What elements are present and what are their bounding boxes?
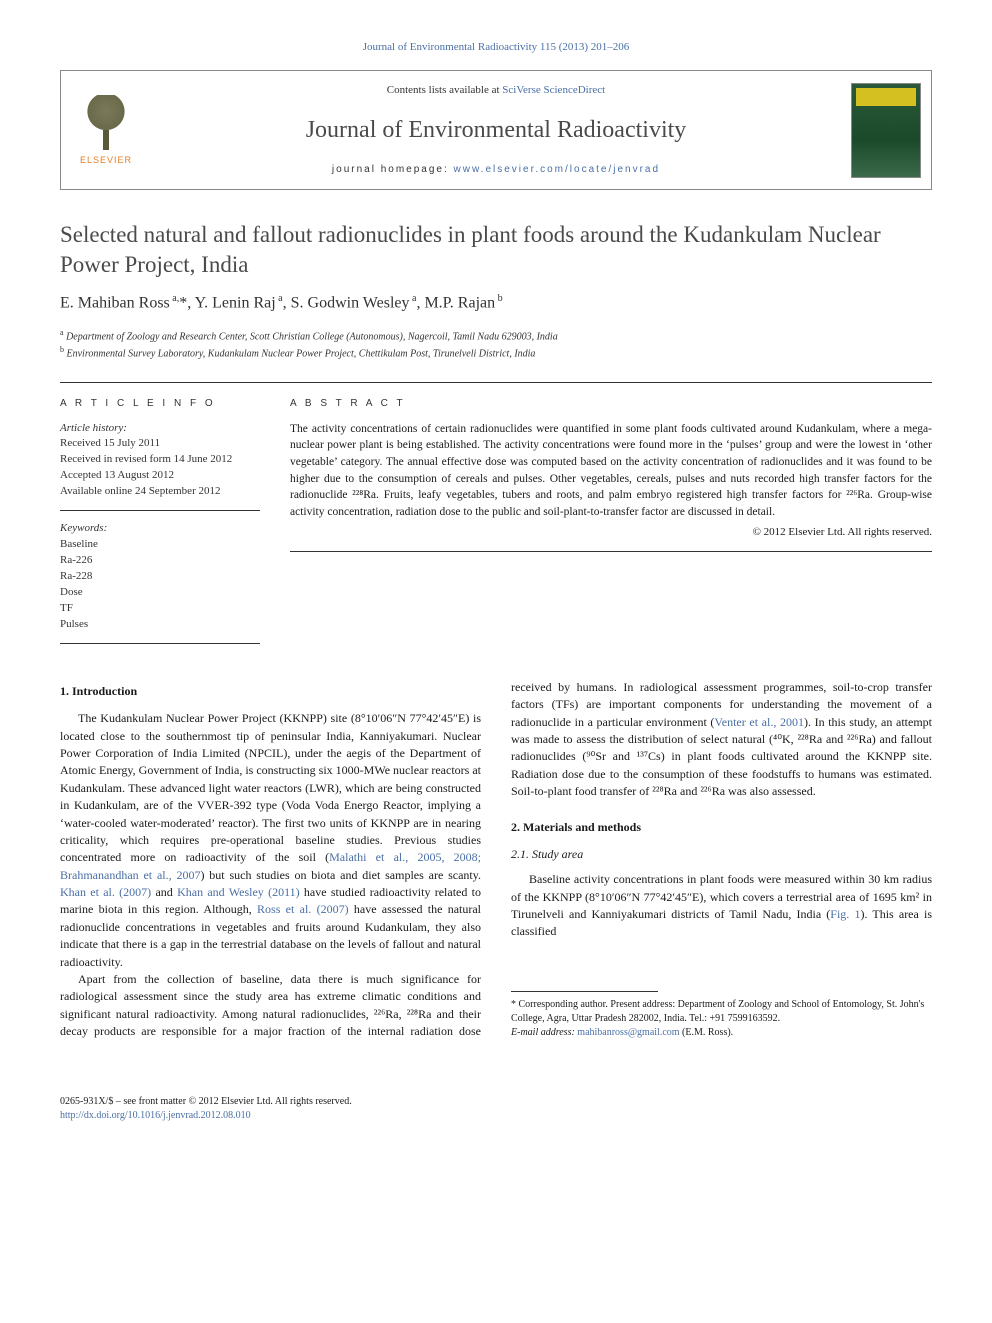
header-center: Contents lists available at SciVerse Sci… <box>151 71 841 189</box>
publisher-name: ELSEVIER <box>80 154 132 167</box>
homepage-line: journal homepage: www.elsevier.com/locat… <box>151 163 841 177</box>
keywords-label: Keywords: <box>60 521 260 537</box>
issn-copyright: 0265-931X/$ – see front matter © 2012 El… <box>60 1095 352 1109</box>
email-label: E-mail address: <box>511 1027 575 1038</box>
figure-link[interactable]: Fig. 1 <box>830 907 860 921</box>
citation-link[interactable]: Venter et al., 2001 <box>714 715 804 729</box>
abstract-text: The activity concentrations of certain r… <box>290 421 932 552</box>
abstract-copyright: © 2012 Elsevier Ltd. All rights reserved… <box>290 525 932 541</box>
online-date: Available online 24 September 2012 <box>60 484 260 500</box>
sciencedirect-link[interactable]: SciVerse ScienceDirect <box>502 84 605 96</box>
elsevier-logo: ELSEVIER <box>71 85 141 175</box>
citation-link[interactable]: Ross et al. (2007) <box>257 902 349 916</box>
affiliations: a Department of Zoology and Research Cen… <box>60 327 932 362</box>
body-columns: 1. Introduction The Kudankulam Nuclear P… <box>60 679 932 1041</box>
study-area-heading: 2.1. Study area <box>511 846 932 863</box>
email-link[interactable]: mahibanross@gmail.com <box>577 1027 679 1038</box>
journal-name: Journal of Environmental Radioactivity <box>151 114 841 148</box>
footnotes: * Corresponding author. Present address:… <box>511 998 932 1040</box>
doi-link[interactable]: http://dx.doi.org/10.1016/j.jenvrad.2012… <box>60 1110 251 1121</box>
received-date: Received 15 July 2011 <box>60 436 260 452</box>
citation-line: Journal of Environmental Radioactivity 1… <box>60 40 932 55</box>
footer-left: 0265-931X/$ – see front matter © 2012 El… <box>60 1095 352 1123</box>
keyword: TF <box>60 601 260 617</box>
history-label: Article history: <box>60 421 260 437</box>
abstract-column: A B S T R A C T The activity concentrati… <box>290 397 932 654</box>
contents-prefix: Contents lists available at <box>387 84 502 96</box>
authors-line: E. Mahiban Ross a,*, Y. Lenin Raj a, S. … <box>60 292 932 315</box>
publisher-logo-area: ELSEVIER <box>61 71 151 189</box>
intro-p1c: and <box>151 885 177 899</box>
keyword: Baseline <box>60 537 260 553</box>
accepted-date: Accepted 13 August 2012 <box>60 468 260 484</box>
citation-link[interactable]: Khan et al. (2007) <box>60 885 151 899</box>
email-suffix: (E.M. Ross). <box>682 1027 733 1038</box>
intro-heading: 1. Introduction <box>60 683 481 700</box>
footnote-separator <box>511 991 658 992</box>
article-info-column: A R T I C L E I N F O Article history: R… <box>60 397 260 654</box>
journal-cover-icon <box>851 83 921 178</box>
abstract-heading: A B S T R A C T <box>290 397 932 411</box>
corresponding-author-note: * Corresponding author. Present address:… <box>511 998 932 1026</box>
contents-line: Contents lists available at SciVerse Sci… <box>151 83 841 98</box>
intro-p1a: The Kudankulam Nuclear Power Project (KK… <box>60 711 481 864</box>
methods-heading: 2. Materials and methods <box>511 819 932 836</box>
affiliation-a: Department of Zoology and Research Cente… <box>66 331 558 342</box>
homepage-prefix: journal homepage: <box>332 164 454 175</box>
abstract-body: The activity concentrations of certain r… <box>290 423 932 518</box>
study-area-paragraph: Baseline activity concentrations in plan… <box>511 871 932 941</box>
intro-paragraph-1: The Kudankulam Nuclear Power Project (KK… <box>60 710 481 971</box>
article-title: Selected natural and fallout radionuclid… <box>60 220 932 280</box>
divider <box>60 382 932 383</box>
article-info-heading: A R T I C L E I N F O <box>60 397 260 411</box>
journal-header: ELSEVIER Contents lists available at Sci… <box>60 70 932 190</box>
keyword: Pulses <box>60 617 260 633</box>
page-footer: 0265-931X/$ – see front matter © 2012 El… <box>0 1095 992 1153</box>
article-history: Article history: Received 15 July 2011 R… <box>60 421 260 512</box>
elsevier-tree-icon <box>81 95 131 150</box>
citation-link[interactable]: Khan and Wesley (2011) <box>177 885 300 899</box>
keywords-block: Keywords: Baseline Ra-226 Ra-228 Dose TF… <box>60 521 260 644</box>
intro-p1b: ) but such studies on biota and diet sam… <box>200 868 481 882</box>
revised-date: Received in revised form 14 June 2012 <box>60 452 260 468</box>
keyword: Dose <box>60 585 260 601</box>
keyword: Ra-226 <box>60 553 260 569</box>
homepage-link[interactable]: www.elsevier.com/locate/jenvrad <box>454 164 661 175</box>
affiliation-b: Environmental Survey Laboratory, Kudanku… <box>67 349 536 360</box>
keyword: Ra-228 <box>60 569 260 585</box>
cover-thumb-area <box>841 71 931 189</box>
